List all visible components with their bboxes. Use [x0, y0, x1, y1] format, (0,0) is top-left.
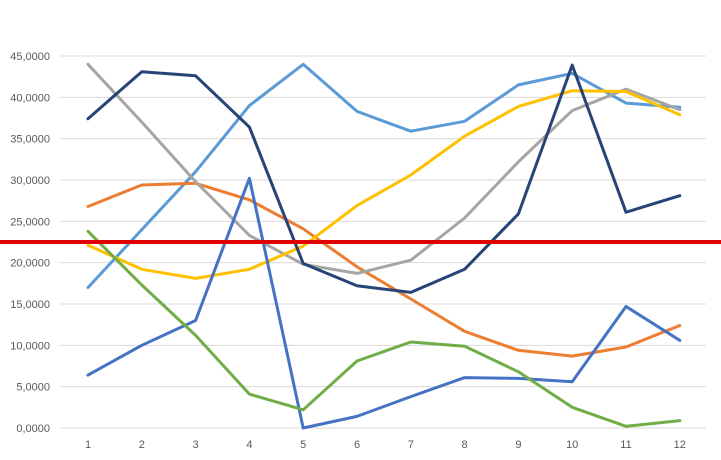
y-tick-label: 20,0000	[10, 258, 50, 270]
y-tick-label: 40,0000	[10, 92, 50, 104]
x-tick-label: 5	[300, 439, 306, 451]
x-tick-label: 3	[193, 439, 199, 451]
y-tick-label: 5,0000	[16, 382, 50, 394]
series-lines	[86, 62, 682, 430]
x-tick-label: 2	[139, 439, 145, 451]
y-tick-label: 35,0000	[10, 134, 50, 146]
x-tick-label: 6	[354, 439, 360, 451]
x-tick-label: 9	[515, 439, 521, 451]
x-tick-label: 1	[85, 439, 91, 451]
y-tick-label: 25,0000	[10, 216, 50, 228]
x-axis-tick-labels: 1 2 3 4 5 6 7 8 9 10 11 12	[85, 439, 686, 451]
series-line-3	[86, 62, 682, 275]
y-tick-label: 10,0000	[10, 340, 50, 352]
x-tick-label: 8	[462, 439, 468, 451]
y-tick-label: 30,0000	[10, 175, 50, 187]
x-tick-label: 11	[620, 439, 631, 451]
series-line-2	[86, 181, 682, 358]
x-tick-label: 4	[246, 439, 252, 451]
x-tick-label: 12	[674, 439, 686, 451]
gridlines	[60, 55, 706, 429]
series-line-6	[86, 229, 682, 428]
y-tick-label: 45,0000	[10, 51, 50, 63]
series-line-7	[86, 63, 682, 294]
x-tick-label: 7	[408, 439, 414, 451]
y-tick-label: 0,0000	[16, 423, 50, 435]
series-line-1	[86, 62, 682, 289]
y-axis-tick-labels: 0,0000 5,0000 10,0000 15,0000 20,0000 25,0000…	[10, 51, 50, 435]
series-line-5	[86, 176, 682, 430]
y-tick-label: 15,0000	[10, 299, 50, 311]
x-tick-label: 10	[566, 439, 578, 451]
